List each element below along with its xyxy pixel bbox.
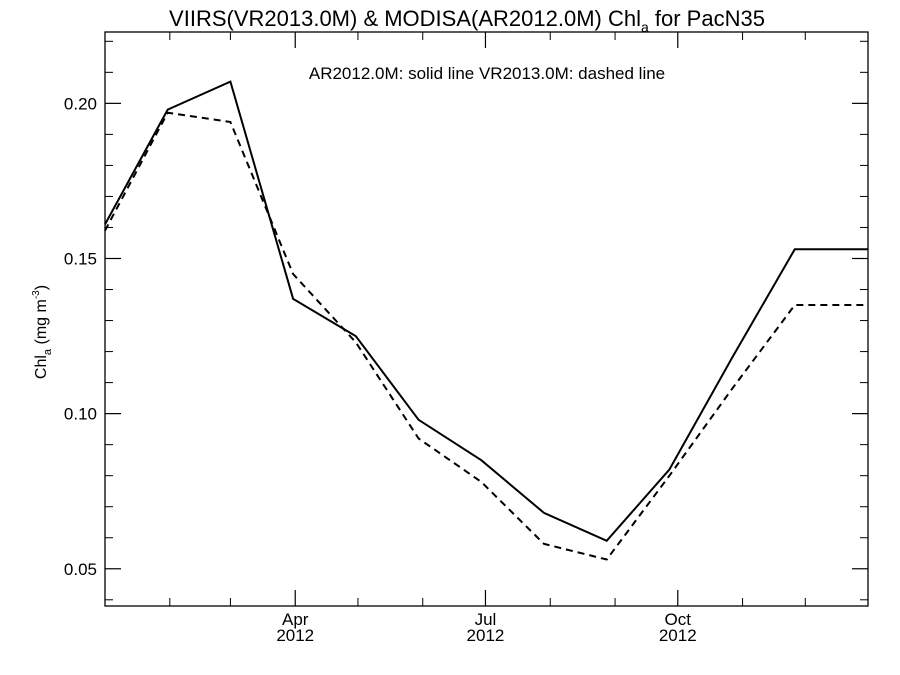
chart-title-subscript: a (641, 19, 649, 35)
chart-title: VIIRS(VR2013.0M) & MODISA(AR2012.0M) Chl… (169, 6, 765, 35)
x-tick-month-label: Apr (282, 610, 309, 629)
y-axis-label-unit-prefix: (mg m (33, 299, 50, 349)
y-tick-label: 0.05 (64, 560, 97, 579)
y-axis-label-unit-suffix: ) (33, 285, 50, 290)
series-lines (104, 80, 868, 561)
x-tick-year-label: 2012 (659, 626, 697, 645)
x-tick-month-label: Oct (665, 610, 692, 629)
y-axis-label: Chla (mg m-3) (31, 285, 54, 379)
chart-title-main: VIIRS(VR2013.0M) & MODISA(AR2012.0M) Chl (169, 6, 641, 31)
y-axis-label-unit-superscript: -3 (31, 290, 42, 299)
y-tick-label: 0.10 (64, 405, 97, 424)
x-tick-month-label: Jul (475, 610, 497, 629)
x-tick-year-label: 2012 (467, 626, 505, 645)
y-tick-label: 0.15 (64, 249, 97, 268)
plot-frame (104, 31, 869, 607)
series-line-vr2013-0m (104, 111, 868, 561)
chart-annotation: AR2012.0M: solid line VR2013.0M: dashed … (309, 64, 665, 83)
x-tick-year-label: 2012 (276, 626, 314, 645)
y-axis-label-subscript: a (42, 348, 54, 355)
series-line-ar2012-0m (104, 80, 868, 543)
y-axis-label-main: Chl (33, 355, 50, 379)
chart-title-suffix: for PacN35 (649, 6, 765, 31)
y-tick-label: 0.20 (64, 94, 97, 113)
